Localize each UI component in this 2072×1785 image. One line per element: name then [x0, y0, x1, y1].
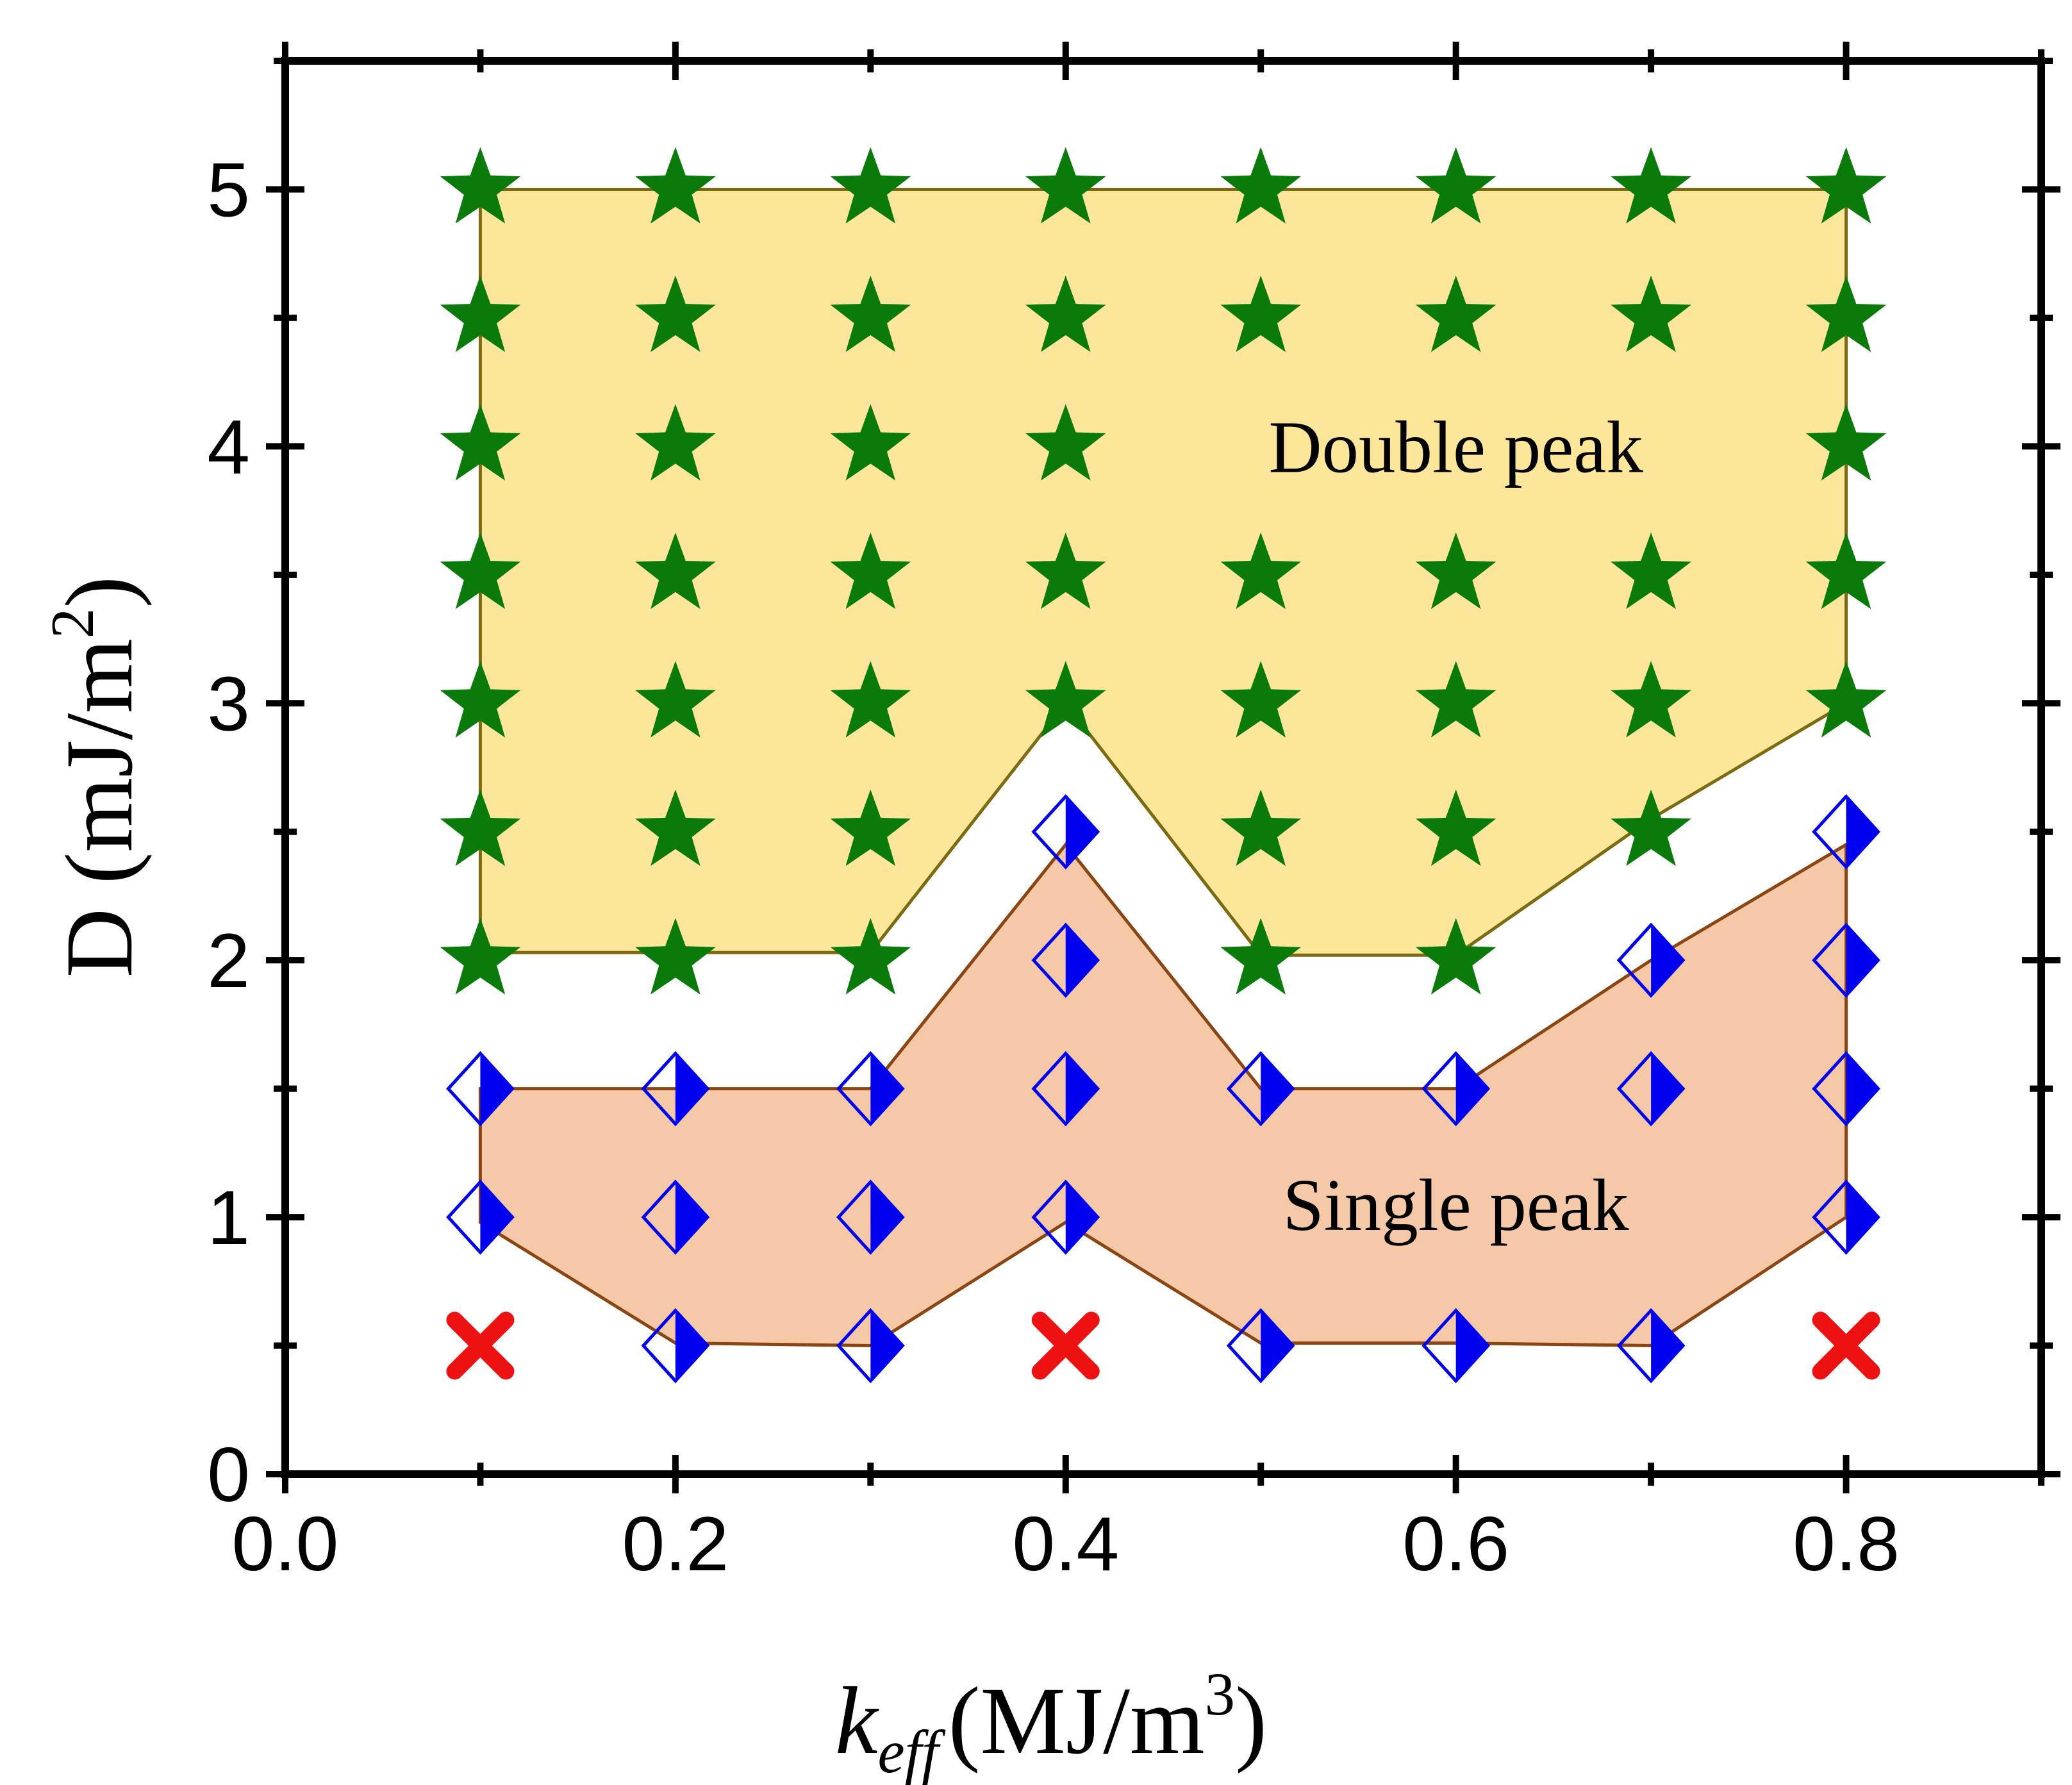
- x-axis-title: keff (MJ/m3): [835, 1660, 1267, 1785]
- x-tick-label: 0.8: [1793, 1501, 1900, 1587]
- star-marker: [635, 789, 716, 867]
- star-marker: [635, 918, 716, 995]
- half-diamond-marker: [641, 1050, 710, 1127]
- region-single-peak: [478, 842, 1848, 1348]
- star-marker: [1415, 918, 1496, 995]
- star-marker: [1025, 404, 1106, 481]
- half-diamond-marker: [1421, 1308, 1491, 1384]
- x-tick-label: 0.2: [622, 1501, 729, 1587]
- half-diamond-marker: [446, 1179, 515, 1255]
- star-marker: [1220, 918, 1301, 995]
- star-marker: [1805, 275, 1887, 353]
- star-marker: [1025, 275, 1106, 353]
- half-diamond-marker: [1812, 1179, 1880, 1255]
- star-marker: [1805, 532, 1887, 610]
- half-diamond-marker: [641, 1179, 710, 1255]
- star-marker: [1805, 661, 1887, 738]
- y-axis-title: D (mJ/m2): [38, 576, 153, 978]
- star-marker: [830, 789, 911, 867]
- star-marker: [635, 532, 716, 610]
- star-marker: [440, 275, 521, 353]
- star-marker: [830, 532, 911, 610]
- star-marker: [440, 918, 521, 995]
- star-marker: [830, 918, 911, 995]
- half-diamond-marker: [1421, 1050, 1491, 1127]
- half-diamond-marker: [1616, 1308, 1686, 1384]
- star-marker: [830, 404, 911, 481]
- half-diamond-marker: [1616, 922, 1686, 998]
- half-diamond-marker: [1226, 1050, 1295, 1127]
- star-marker: [1220, 275, 1301, 353]
- star-marker: [830, 275, 911, 353]
- star-marker: [1220, 789, 1301, 867]
- star-marker: [1611, 532, 1691, 610]
- region-label-single-peak: Single peak: [1283, 1165, 1629, 1246]
- half-diamond-marker: [1616, 1050, 1686, 1127]
- star-marker: [1220, 147, 1301, 224]
- cross-marker: [1031, 1311, 1100, 1380]
- star-marker: [1025, 661, 1106, 738]
- x-tick-label: 0.4: [1012, 1501, 1119, 1587]
- cross-marker: [446, 1311, 515, 1380]
- half-diamond-marker: [1031, 794, 1100, 870]
- star-marker: [1415, 661, 1496, 738]
- half-diamond-marker: [641, 1308, 710, 1384]
- star-marker: [440, 532, 521, 610]
- star-marker: [1611, 661, 1691, 738]
- x-tick-label: 0.0: [232, 1501, 339, 1587]
- region-layer: [478, 188, 1848, 1348]
- star-marker: [1025, 532, 1106, 610]
- star-marker: [1220, 661, 1301, 738]
- star-marker: [1611, 275, 1691, 353]
- half-diamond-marker: [1031, 922, 1100, 998]
- marker-layer: [440, 147, 1887, 1384]
- star-marker: [1415, 147, 1496, 224]
- y-tick-label: 1: [207, 1175, 250, 1261]
- star-marker: [635, 147, 716, 224]
- star-marker: [1611, 147, 1691, 224]
- y-tick-label: 0: [207, 1432, 250, 1518]
- star-marker: [1805, 404, 1887, 481]
- half-diamond-marker: [1031, 1179, 1100, 1255]
- x-tick-label: 0.6: [1402, 1501, 1509, 1587]
- star-marker: [635, 661, 716, 738]
- star-marker: [440, 147, 521, 224]
- half-diamond-marker: [1226, 1308, 1295, 1384]
- star-marker: [830, 147, 911, 224]
- star-marker: [635, 404, 716, 481]
- y-tick-label: 2: [207, 918, 250, 1004]
- cross-marker: [1812, 1311, 1880, 1380]
- plot-frame: [281, 57, 2045, 1478]
- star-marker: [1025, 147, 1106, 224]
- half-diamond-marker: [1812, 794, 1880, 870]
- half-diamond-marker: [836, 1308, 905, 1384]
- half-diamond-marker: [1812, 922, 1880, 998]
- star-marker: [830, 661, 911, 738]
- star-marker: [1415, 532, 1496, 610]
- region-label-double-peak: Double peak: [1268, 406, 1643, 488]
- y-tick-label: 4: [207, 404, 250, 490]
- y-tick-label: 3: [207, 661, 250, 747]
- star-marker: [440, 661, 521, 738]
- star-marker: [440, 789, 521, 867]
- half-diamond-marker: [1812, 1050, 1880, 1127]
- half-diamond-marker: [446, 1050, 515, 1127]
- star-marker: [1415, 789, 1496, 867]
- tick-label-layer: 0.0 0.2 0.4 0.6 0.8 0 1 2 3 4 5: [207, 147, 1900, 1587]
- star-marker: [635, 275, 716, 353]
- y-tick-label: 5: [207, 147, 250, 233]
- half-diamond-marker: [1031, 1050, 1100, 1127]
- star-marker: [1415, 275, 1496, 353]
- star-marker: [1805, 147, 1887, 224]
- star-marker: [1611, 789, 1691, 867]
- half-diamond-marker: [836, 1179, 905, 1255]
- half-diamond-marker: [836, 1050, 905, 1127]
- star-marker: [1220, 532, 1301, 610]
- star-marker: [440, 404, 521, 481]
